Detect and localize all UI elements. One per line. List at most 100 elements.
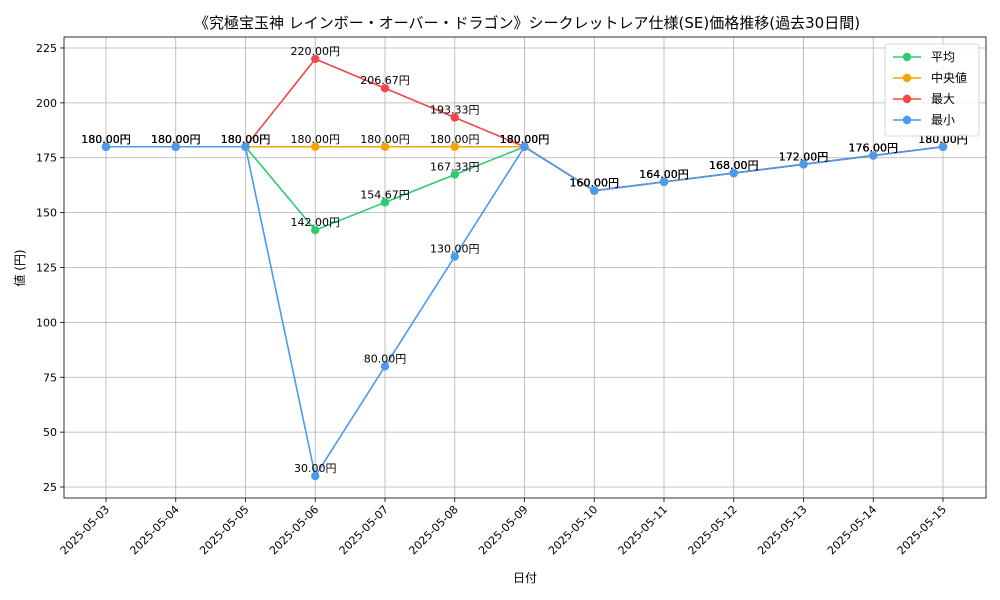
data-point — [450, 142, 459, 151]
y-tick-label: 200 — [36, 97, 57, 110]
y-tick-labels: 25 50 75 100 125 150 175 200 225 — [36, 42, 64, 494]
legend-label: 中央値 — [931, 70, 967, 85]
data-label: 30.00円 — [294, 462, 337, 475]
data-label: 164.00円 — [639, 168, 689, 181]
data-label: 172.00円 — [779, 150, 829, 163]
series-lines — [101, 54, 948, 481]
legend-label: 最小 — [931, 113, 955, 127]
data-point — [450, 113, 459, 122]
y-axis-label: 値 (円) — [12, 249, 27, 286]
data-point — [380, 142, 390, 151]
x-tick-label: 2025-05-14 — [825, 503, 879, 557]
data-label: 180.00円 — [151, 133, 201, 146]
x-tick-label: 2025-05-07 — [337, 503, 391, 557]
x-tick-label: 2025-05-13 — [755, 503, 809, 557]
data-point — [171, 142, 180, 151]
data-label: 193.33円 — [430, 103, 480, 116]
y-tick-label: 25 — [43, 481, 57, 494]
data-point — [241, 142, 250, 151]
data-label: 176.00円 — [849, 142, 899, 155]
data-label: 160.00円 — [570, 177, 620, 190]
x-tick-label: 2025-05-15 — [895, 503, 949, 557]
grid-lines — [64, 37, 986, 498]
data-point — [311, 471, 320, 481]
data-label: 160.00円 — [570, 177, 620, 190]
data-point — [590, 186, 599, 195]
data-label: 180.00円 — [221, 133, 271, 146]
data-point — [938, 142, 948, 151]
data-label: 180.00円 — [500, 133, 550, 146]
x-tick-label: 2025-05-08 — [406, 503, 460, 557]
data-point — [450, 252, 459, 261]
data-point — [311, 225, 320, 235]
data-label: 172.00円 — [779, 150, 829, 163]
y-tick-label: 150 — [36, 207, 57, 220]
y-tick-label: 75 — [43, 371, 57, 384]
data-label: 172.00円 — [779, 150, 829, 163]
x-tick-label: 2025-05-11 — [616, 503, 670, 557]
x-tick-label: 2025-05-03 — [58, 503, 112, 557]
data-label: 180.00円 — [221, 133, 271, 146]
data-point — [729, 168, 738, 178]
data-label: 180.00円 — [151, 133, 201, 146]
legend-box — [884, 43, 980, 137]
y-tick-label: 100 — [36, 316, 57, 329]
data-label: 160.00円 — [570, 177, 620, 190]
y-tick-label: 225 — [36, 42, 57, 55]
data-label: 167.33円 — [430, 161, 480, 174]
x-tick-label: 2025-05-12 — [685, 503, 739, 557]
data-label: 180.00円 — [81, 133, 131, 146]
data-label: 160.00円 — [570, 177, 620, 190]
data-label: 168.00円 — [709, 159, 759, 172]
legend-marker — [902, 94, 912, 104]
data-label: 176.00円 — [849, 142, 899, 155]
data-point — [659, 177, 669, 187]
data-label: 180.00円 — [151, 133, 201, 146]
y-tick-label: 175 — [36, 152, 57, 165]
y-tick-label: 125 — [36, 262, 57, 275]
x-tick-label: 2025-05-06 — [267, 503, 321, 557]
data-label: 180.00円 — [500, 133, 550, 146]
data-point — [380, 84, 390, 93]
data-label: 220.00円 — [291, 45, 341, 58]
data-label: 206.67円 — [360, 74, 410, 87]
data-point — [380, 362, 390, 371]
data-label: 164.00円 — [639, 168, 689, 181]
data-label: 164.00円 — [639, 168, 689, 181]
data-point — [520, 142, 529, 151]
data-label: 130.00円 — [430, 243, 480, 256]
x-tick-labels: 2025-05-03 2025-05-04 2025-05-05 2025-05-06… — [58, 498, 949, 557]
data-label: 168.00円 — [709, 159, 759, 172]
data-label: 80.00円 — [364, 352, 407, 365]
data-point — [311, 142, 320, 151]
x-axis-label: 日付 — [513, 571, 537, 585]
data-label: 180.00円 — [430, 133, 480, 146]
data-labels: 180.00円 180.00円 180.00円 142.00円 154.67円 167.3… — [81, 45, 968, 475]
data-point — [380, 198, 390, 207]
data-label: 180.00円 — [221, 133, 271, 146]
x-tick-label: 2025-05-09 — [476, 503, 530, 557]
x-tick-label: 2025-05-10 — [546, 503, 600, 557]
legend-marker — [902, 73, 912, 83]
data-label: 180.00円 — [81, 133, 131, 146]
data-label: 180.00円 — [500, 133, 550, 146]
data-label: 180.00円 — [81, 133, 131, 146]
data-label: 180.00円 — [360, 133, 410, 146]
legend-label: 平均 — [931, 50, 955, 64]
chart-title: 《究極宝玉神 レインボー・オーバー・ドラゴン》シークレットレア仕様(SE)価格推… — [194, 14, 860, 32]
data-label: 154.67円 — [360, 188, 410, 201]
data-label: 180.00円 — [221, 133, 271, 146]
data-label: 176.00円 — [849, 142, 899, 155]
data-label: 168.00円 — [709, 159, 759, 172]
legend-marker — [902, 115, 912, 125]
y-tick-label: 50 — [43, 426, 57, 439]
data-point — [869, 151, 878, 160]
data-label: 164.00円 — [639, 168, 689, 181]
data-label: 180.00円 — [500, 133, 550, 146]
data-label: 142.00円 — [291, 216, 341, 229]
data-point — [450, 170, 459, 179]
x-tick-label: 2025-05-05 — [197, 503, 251, 557]
data-point — [311, 54, 320, 64]
